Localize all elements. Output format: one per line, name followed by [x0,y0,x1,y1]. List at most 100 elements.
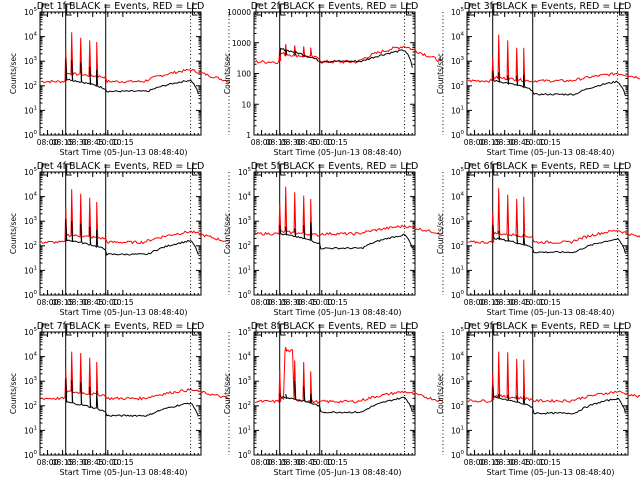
y-tick-label: 102 [238,241,251,251]
events-series-line [279,47,413,68]
x-tick-label: 10:15 [112,298,134,307]
y-tick-label: 100 [24,450,38,460]
y-axis-label: Counts/sec [436,213,445,254]
y-tick-label: 104 [24,352,38,362]
x-tick-label: 08:45 [296,138,318,147]
x-tick-label: 08:00 [251,138,273,147]
x-tick-label: 08:15 [52,458,74,467]
plot-frame [253,11,416,136]
x-tick-label: 08:00 [251,458,273,467]
panel-det-6f: Det 6f BLACK = Events, RED = LLD 100 101 10… [436,161,640,317]
y-tick-label: 101 [451,105,464,115]
y-tick-label: 102 [24,81,37,91]
y-tick-label: 102 [24,241,37,251]
x-tick-label: 08:30 [494,298,516,307]
bracket-marker [280,323,286,336]
x-axis-label: Start Time (05-Jun-13 08:48:40) [487,308,615,317]
x-tick-label: 08:15 [479,138,501,147]
bracket-marker [619,323,625,336]
x-tick-label: 08:30 [281,458,303,467]
panel-title: Det 2f BLACK = Events, RED = LLD [251,1,419,12]
panel-det-2f: Det 2f BLACK = Events, RED = LLD 1 10 100 10… [223,1,444,157]
y-tick-label: 100 [238,290,252,300]
x-tick-label: 08:00 [464,458,486,467]
lld-series-line [467,34,640,84]
x-axis-label: Start Time (05-Jun-13 08:48:40) [274,148,402,157]
y-tick-label: 10000 [227,8,251,17]
y-tick-label: 102 [451,401,464,411]
x-tick-label: 08:30 [67,138,89,147]
y-axis-label: Counts/sec [9,373,18,414]
panel-title: Det 8f BLACK = Events, RED = LLD [251,321,419,332]
y-tick-label: 101 [451,265,464,275]
panel-title: Det 4f BLACK = Events, RED = LLD [37,161,205,172]
x-axis-label: Start Time (05-Jun-13 08:48:40) [274,468,402,477]
x-tick-label: 08:15 [52,298,74,307]
y-tick-label: 100 [237,70,252,79]
x-tick-label: 08:45 [509,458,531,467]
bracket-marker [66,3,72,16]
y-tick-label: 101 [238,265,251,275]
x-tick-label: 10:00 [524,298,546,307]
bracket-marker [255,323,261,336]
x-axis-label: Start Time (05-Jun-13 08:48:40) [60,468,188,477]
bracket-marker [493,163,499,176]
events-series-line [279,222,413,250]
x-tick-label: 10:00 [311,298,333,307]
x-tick-label: 08:30 [67,298,89,307]
y-tick-label: 105 [238,327,252,337]
plot-frame [466,331,629,456]
bracket-marker [255,3,261,16]
y-tick-label: 103 [24,376,38,386]
bracket-marker [619,3,625,16]
panel-det-8f: Det 8f BLACK = Events, RED = LLD 100 101 10… [223,321,444,477]
y-tick-label: 104 [451,352,465,362]
panel-title: Det 9f BLACK = Events, RED = LLD [464,321,632,332]
panel-title: Det 1f BLACK = Events, RED = LLD [37,1,205,12]
x-tick-label: 08:15 [266,138,288,147]
y-axis-label: Counts/sec [223,53,232,94]
bracket-marker [468,3,474,16]
y-tick-label: 1000 [232,39,251,48]
x-tick-label: 08:00 [251,298,273,307]
bracket-marker [280,3,286,16]
events-series-line [65,378,199,417]
lld-series-line [467,351,640,403]
plot-frame [39,171,202,296]
x-tick-label: 08:45 [296,458,318,467]
x-tick-label: 08:15 [266,458,288,467]
x-axis-label: Start Time (05-Jun-13 08:48:40) [60,308,188,317]
y-tick-label: 104 [451,192,465,202]
y-axis-label: Counts/sec [9,213,18,254]
bracket-marker [66,163,72,176]
plot-frame [39,11,202,136]
y-tick-label: 100 [238,450,252,460]
y-tick-label: 105 [24,167,38,177]
y-tick-label: 100 [24,130,38,140]
y-tick-label: 10 [241,100,251,109]
x-tick-label: 08:15 [52,138,74,147]
events-series-line [65,58,199,95]
panel-det-5f: Det 5f BLACK = Events, RED = LLD 100 101 10… [223,161,444,317]
y-tick-label: 103 [451,376,465,386]
bracket-marker [493,3,499,16]
x-tick-label: 08:15 [266,298,288,307]
x-tick-label: 08:00 [37,458,59,467]
y-tick-label: 102 [451,241,464,251]
x-tick-label: 10:15 [326,138,348,147]
x-tick-label: 10:00 [524,138,546,147]
panel-det-7f: Det 7f BLACK = Events, RED = LLD 100 101 10… [9,321,230,477]
y-tick-label: 101 [451,425,464,435]
y-axis-label: Counts/sec [9,53,18,94]
y-tick-label: 105 [451,327,465,337]
y-axis-label: Counts/sec [223,373,232,414]
x-axis-label: Start Time (05-Jun-13 08:48:40) [274,308,402,317]
x-tick-label: 10:00 [97,138,119,147]
y-tick-label: 103 [238,376,252,386]
y-axis-label: Counts/sec [436,53,445,94]
x-tick-label: 08:45 [82,138,104,147]
y-tick-label: 101 [24,265,37,275]
lld-series-line [254,346,443,405]
x-tick-label: 08:00 [37,298,59,307]
